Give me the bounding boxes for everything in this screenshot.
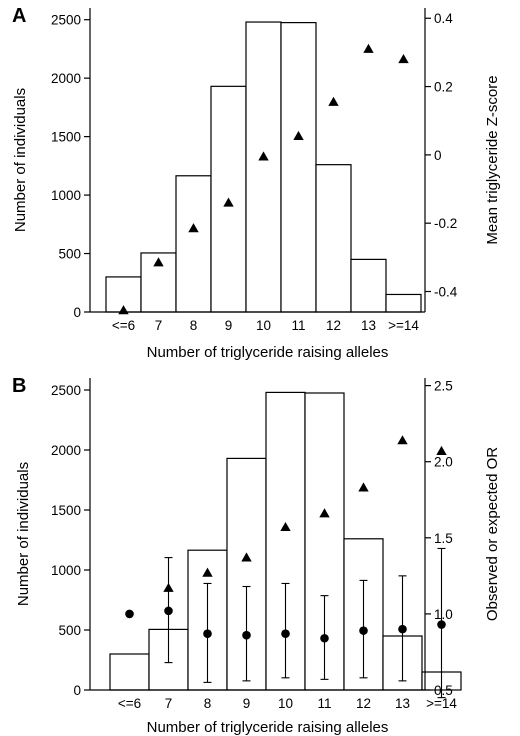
y-tick-label: 2500 (51, 13, 81, 28)
y-tick-label: 0 (73, 683, 81, 698)
x-tick-label: 9 (243, 696, 251, 711)
x-tick-label: <=6 (112, 318, 135, 333)
triangle-point (319, 508, 330, 518)
x-tick-label: 13 (395, 696, 410, 711)
circle-point (320, 633, 329, 643)
y2-axis-title: Mean triglyceride Z-score (484, 75, 501, 244)
triangle-point (188, 223, 199, 233)
circle-point (359, 626, 368, 635)
panel-letter: A (12, 5, 26, 27)
x-tick-label: 11 (317, 696, 331, 711)
triangle-point (328, 96, 339, 106)
bar (315, 164, 352, 313)
circle-point (437, 620, 446, 629)
x-tick-label: 8 (204, 696, 212, 711)
triangle-point (363, 43, 374, 53)
triangle-point (258, 151, 269, 161)
bar (175, 175, 212, 313)
triangle-point (397, 435, 408, 445)
x-tick-label: >=14 (388, 318, 419, 333)
triangle-point (241, 552, 252, 562)
chart-panel-b: B 0 500 1000 1500 2000 2500 0.5 1.0 1.5 2.0 2.5 <=6 7… (12, 375, 501, 736)
bar (109, 653, 150, 691)
x-tick-label: 13 (361, 318, 376, 333)
y-tick-label: 500 (58, 623, 81, 638)
y-tick-label: 1500 (51, 130, 81, 145)
triangle-point (293, 130, 304, 140)
triangle-point (436, 445, 447, 455)
triangle-point (223, 197, 234, 207)
x-axis-title: Number of triglyceride raising alleles (147, 344, 389, 361)
x-tick-label: 7 (165, 696, 173, 711)
triangle-point (358, 482, 369, 492)
triangle-point (153, 257, 164, 267)
y2-tick-label: -0.4 (434, 285, 458, 300)
bar (245, 21, 282, 313)
x-tick-label: 11 (291, 318, 305, 333)
circle-point (281, 629, 290, 638)
y2-axis-title: Observed or expected OR (484, 447, 501, 621)
y-tick-label: 1000 (51, 563, 81, 578)
y-tick-label: 2000 (51, 443, 81, 458)
x-tick-label: 7 (155, 318, 163, 333)
x-tick-label: 10 (256, 318, 271, 333)
triangle-point (202, 567, 213, 577)
y-axis-title: Number of individuals (12, 88, 29, 232)
y2-tick-label: 0.4 (434, 11, 453, 26)
chart-panel-a: A 0 500 1000 1500 2000 2500 -0.4 -0.2 0 0.2 0.4 <=6 7… (12, 5, 501, 361)
x-tick-label: 10 (278, 696, 293, 711)
panel-letter: B (12, 375, 26, 397)
y-tick-label: 0 (73, 305, 81, 320)
y2-tick-label: 0.2 (434, 80, 453, 95)
y-tick-label: 2000 (51, 71, 81, 86)
x-tick-label: 9 (225, 318, 233, 333)
triangle-point (280, 521, 291, 532)
y2-tick-label: 0.5 (434, 683, 453, 698)
circle-point (125, 609, 134, 619)
circle-point (164, 606, 173, 616)
x-tick-label: 12 (356, 696, 371, 711)
x-tick-label: <=6 (118, 696, 141, 711)
x-tick-label: 12 (326, 318, 341, 333)
x-axis-title: Number of triglyceride raising alleles (147, 719, 389, 736)
circle-point (398, 624, 407, 634)
y2-tick-label: 0 (434, 148, 442, 163)
triangle-point (398, 54, 409, 64)
x-tick-label: 8 (190, 318, 198, 333)
bar (280, 22, 317, 313)
y-tick-label: 1000 (51, 188, 81, 203)
y2-tick-label: 1.5 (434, 531, 453, 546)
bar (385, 293, 422, 313)
triangle-point (118, 305, 129, 315)
circle-point (242, 630, 251, 640)
y2-tick-label: -0.2 (434, 216, 457, 231)
y-tick-label: 1500 (51, 503, 81, 518)
y2-tick-label: 1.0 (434, 607, 453, 622)
circle-point (203, 629, 212, 638)
y-tick-label: 2500 (51, 383, 81, 398)
y-axis-title: Number of individuals (15, 462, 32, 606)
x-tick-label: >=14 (426, 696, 457, 711)
y-tick-label: 500 (58, 247, 81, 262)
y2-tick-label: 2.5 (434, 379, 453, 394)
y2-tick-label: 2.0 (434, 455, 453, 470)
bar (350, 258, 387, 313)
